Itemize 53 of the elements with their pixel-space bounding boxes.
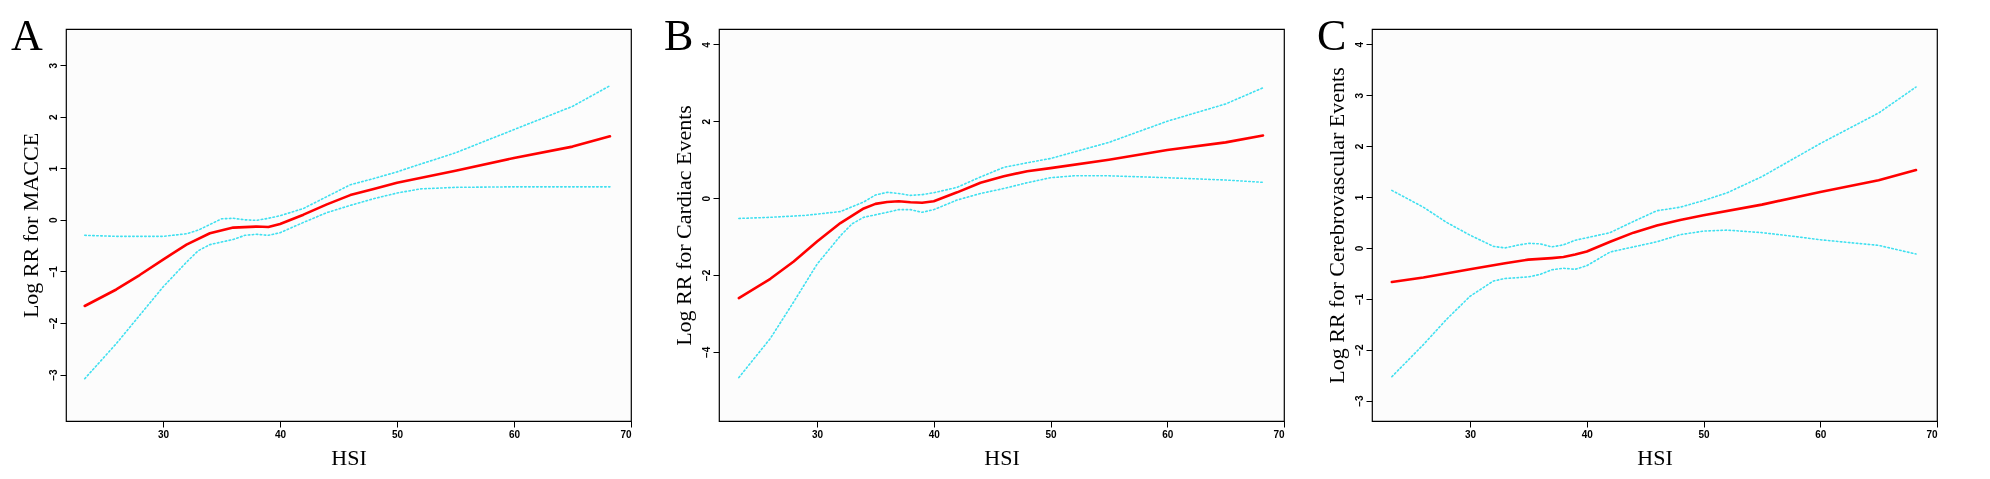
- y-tick-label: 3: [47, 62, 59, 69]
- x-axis-title: HSI: [984, 444, 1020, 470]
- y-tick-label: 0: [47, 217, 59, 224]
- x-axis-title: HSI: [331, 444, 367, 470]
- x-tick-label: 70: [620, 428, 632, 440]
- y-tick-label: −3: [1353, 395, 1365, 407]
- y-tick-label: −1: [1353, 293, 1365, 306]
- y-tick-label: −2: [700, 269, 712, 282]
- x-tick-label: 30: [812, 428, 824, 440]
- y-tick-label: 0: [700, 195, 712, 202]
- line-series: [738, 87, 1264, 220]
- x-tick-label: 60: [508, 428, 521, 440]
- y-tick-label: 2: [700, 118, 712, 125]
- line-series: [1391, 86, 1917, 249]
- line-series: [737, 134, 1265, 300]
- chart-title: B: [664, 11, 694, 60]
- x-tick-label: 70: [1273, 428, 1285, 440]
- line-series: [1391, 229, 1917, 378]
- line-series: [1390, 168, 1918, 284]
- y-tick-label: 4: [700, 41, 712, 48]
- y-tick-label: −3: [47, 368, 59, 381]
- x-tick-label: 30: [158, 428, 170, 440]
- x-tick-label: 50: [391, 428, 404, 440]
- x-axis-title: HSI: [1637, 444, 1673, 470]
- y-tick-label: 0: [1353, 245, 1365, 252]
- y-tick-label: 2: [47, 113, 59, 120]
- y-axis-title: Log RR for Cardiac Events: [670, 105, 696, 346]
- line-series: [738, 175, 1264, 379]
- chart-title: C: [1317, 11, 1347, 60]
- line-series: [83, 134, 612, 308]
- y-tick-label: 4: [1353, 41, 1365, 48]
- x-tick-label: 60: [1162, 428, 1174, 440]
- x-tick-label: 50: [1045, 428, 1058, 440]
- x-tick-label: 40: [928, 428, 941, 440]
- x-tick-label: 30: [1465, 428, 1477, 440]
- y-tick-label: 1: [47, 165, 59, 172]
- y-tick-label: −2: [1353, 344, 1365, 356]
- chart-title: A: [11, 11, 43, 60]
- x-tick-label: 60: [1815, 428, 1827, 440]
- y-tick-label: −2: [47, 317, 59, 330]
- y-tick-label: 3: [1353, 92, 1365, 99]
- x-tick-label: 40: [1581, 428, 1594, 440]
- y-axis-title: Log RR for MACCE: [17, 132, 43, 319]
- y-axis-title: Log RR for Cerebrovascular Events: [1323, 67, 1349, 384]
- y-tick-label: 2: [1353, 143, 1365, 150]
- line-series: [83, 84, 611, 238]
- line-series: [83, 186, 611, 380]
- x-tick-label: 50: [1698, 428, 1711, 440]
- x-tick-label: 40: [275, 428, 287, 440]
- y-tick-label: −4: [700, 346, 712, 359]
- y-tick-label: −1: [47, 265, 59, 278]
- y-tick-label: 1: [1353, 194, 1365, 201]
- x-tick-label: 70: [1926, 428, 1938, 440]
